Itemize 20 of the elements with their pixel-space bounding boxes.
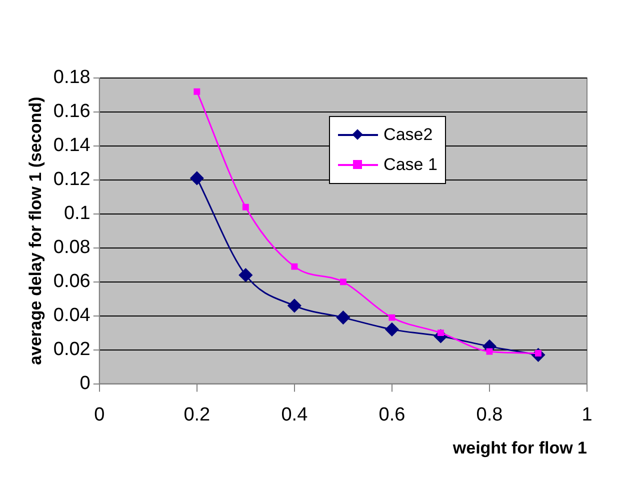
legend-label: Case 1 (384, 155, 438, 175)
y-tick-label: 0.06 (53, 271, 90, 292)
x-tick-label: 0 (94, 404, 105, 426)
x-tick-label: 0.6 (378, 404, 406, 426)
y-tick-label: 0.16 (53, 101, 90, 122)
y-tick-label: 0.18 (53, 67, 90, 88)
y-tick-label: 0.1 (64, 203, 90, 224)
y-tick-label: 0 (80, 373, 90, 394)
x-tick-label: 0.2 (184, 404, 210, 426)
y-tick-label: 0.08 (53, 237, 90, 258)
x-tick-label: 0.4 (281, 404, 308, 426)
y-tick-label: 0.14 (53, 135, 91, 156)
x-axis-title: weight for flow 1 (452, 438, 587, 458)
legend-label: Case2 (384, 125, 433, 145)
y-tick-label: 0.12 (53, 169, 90, 190)
y-tick-label: 0.04 (53, 305, 91, 326)
y-axis-title: average delay for flow 1 (second) (26, 96, 45, 366)
y-tick-label: 0.02 (53, 339, 90, 360)
x-tick-label: 1 (582, 404, 592, 426)
x-tick-label: 0.8 (476, 404, 503, 426)
